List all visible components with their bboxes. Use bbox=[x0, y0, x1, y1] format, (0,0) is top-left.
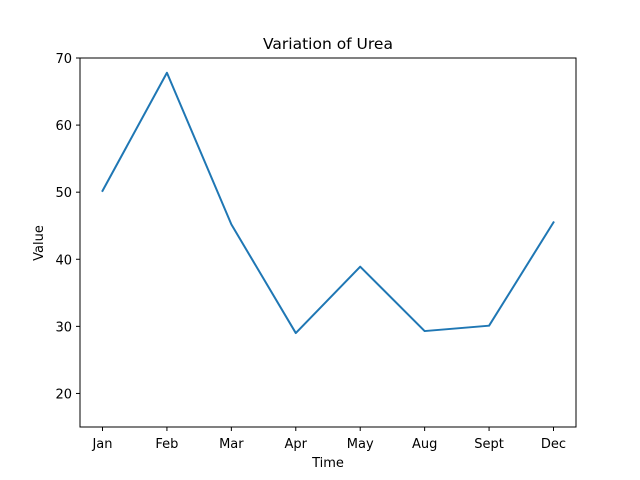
plot-area bbox=[101, 71, 555, 335]
x-tick-label: Mar bbox=[219, 437, 244, 452]
x-axis-label: Time bbox=[311, 456, 344, 471]
x-tick-label: Aug bbox=[412, 437, 437, 452]
axes-frame bbox=[79, 57, 577, 428]
x-tick-label: Dec bbox=[541, 437, 566, 452]
y-tick-label: 60 bbox=[55, 119, 72, 134]
x-axis: Jan Feb Mar Apr May Aug Sept Dec bbox=[91, 427, 566, 452]
x-tick-label: Feb bbox=[155, 437, 178, 452]
x-tick-label: Apr bbox=[285, 437, 308, 452]
y-tick-label: 50 bbox=[55, 186, 72, 201]
y-tick-label: 40 bbox=[55, 253, 72, 268]
series-line bbox=[101, 71, 555, 335]
y-tick-label: 30 bbox=[55, 320, 72, 335]
y-tick-label: 20 bbox=[55, 387, 72, 402]
chart-title: Variation of Urea bbox=[263, 35, 393, 53]
y-axis-label: Value bbox=[32, 225, 47, 261]
x-tick-label: May bbox=[347, 437, 374, 452]
x-tick-label: Jan bbox=[91, 437, 112, 452]
y-axis: 20 30 40 50 60 70 bbox=[55, 52, 80, 402]
y-tick-label: 70 bbox=[55, 52, 72, 67]
x-tick-label: Sept bbox=[474, 437, 504, 452]
